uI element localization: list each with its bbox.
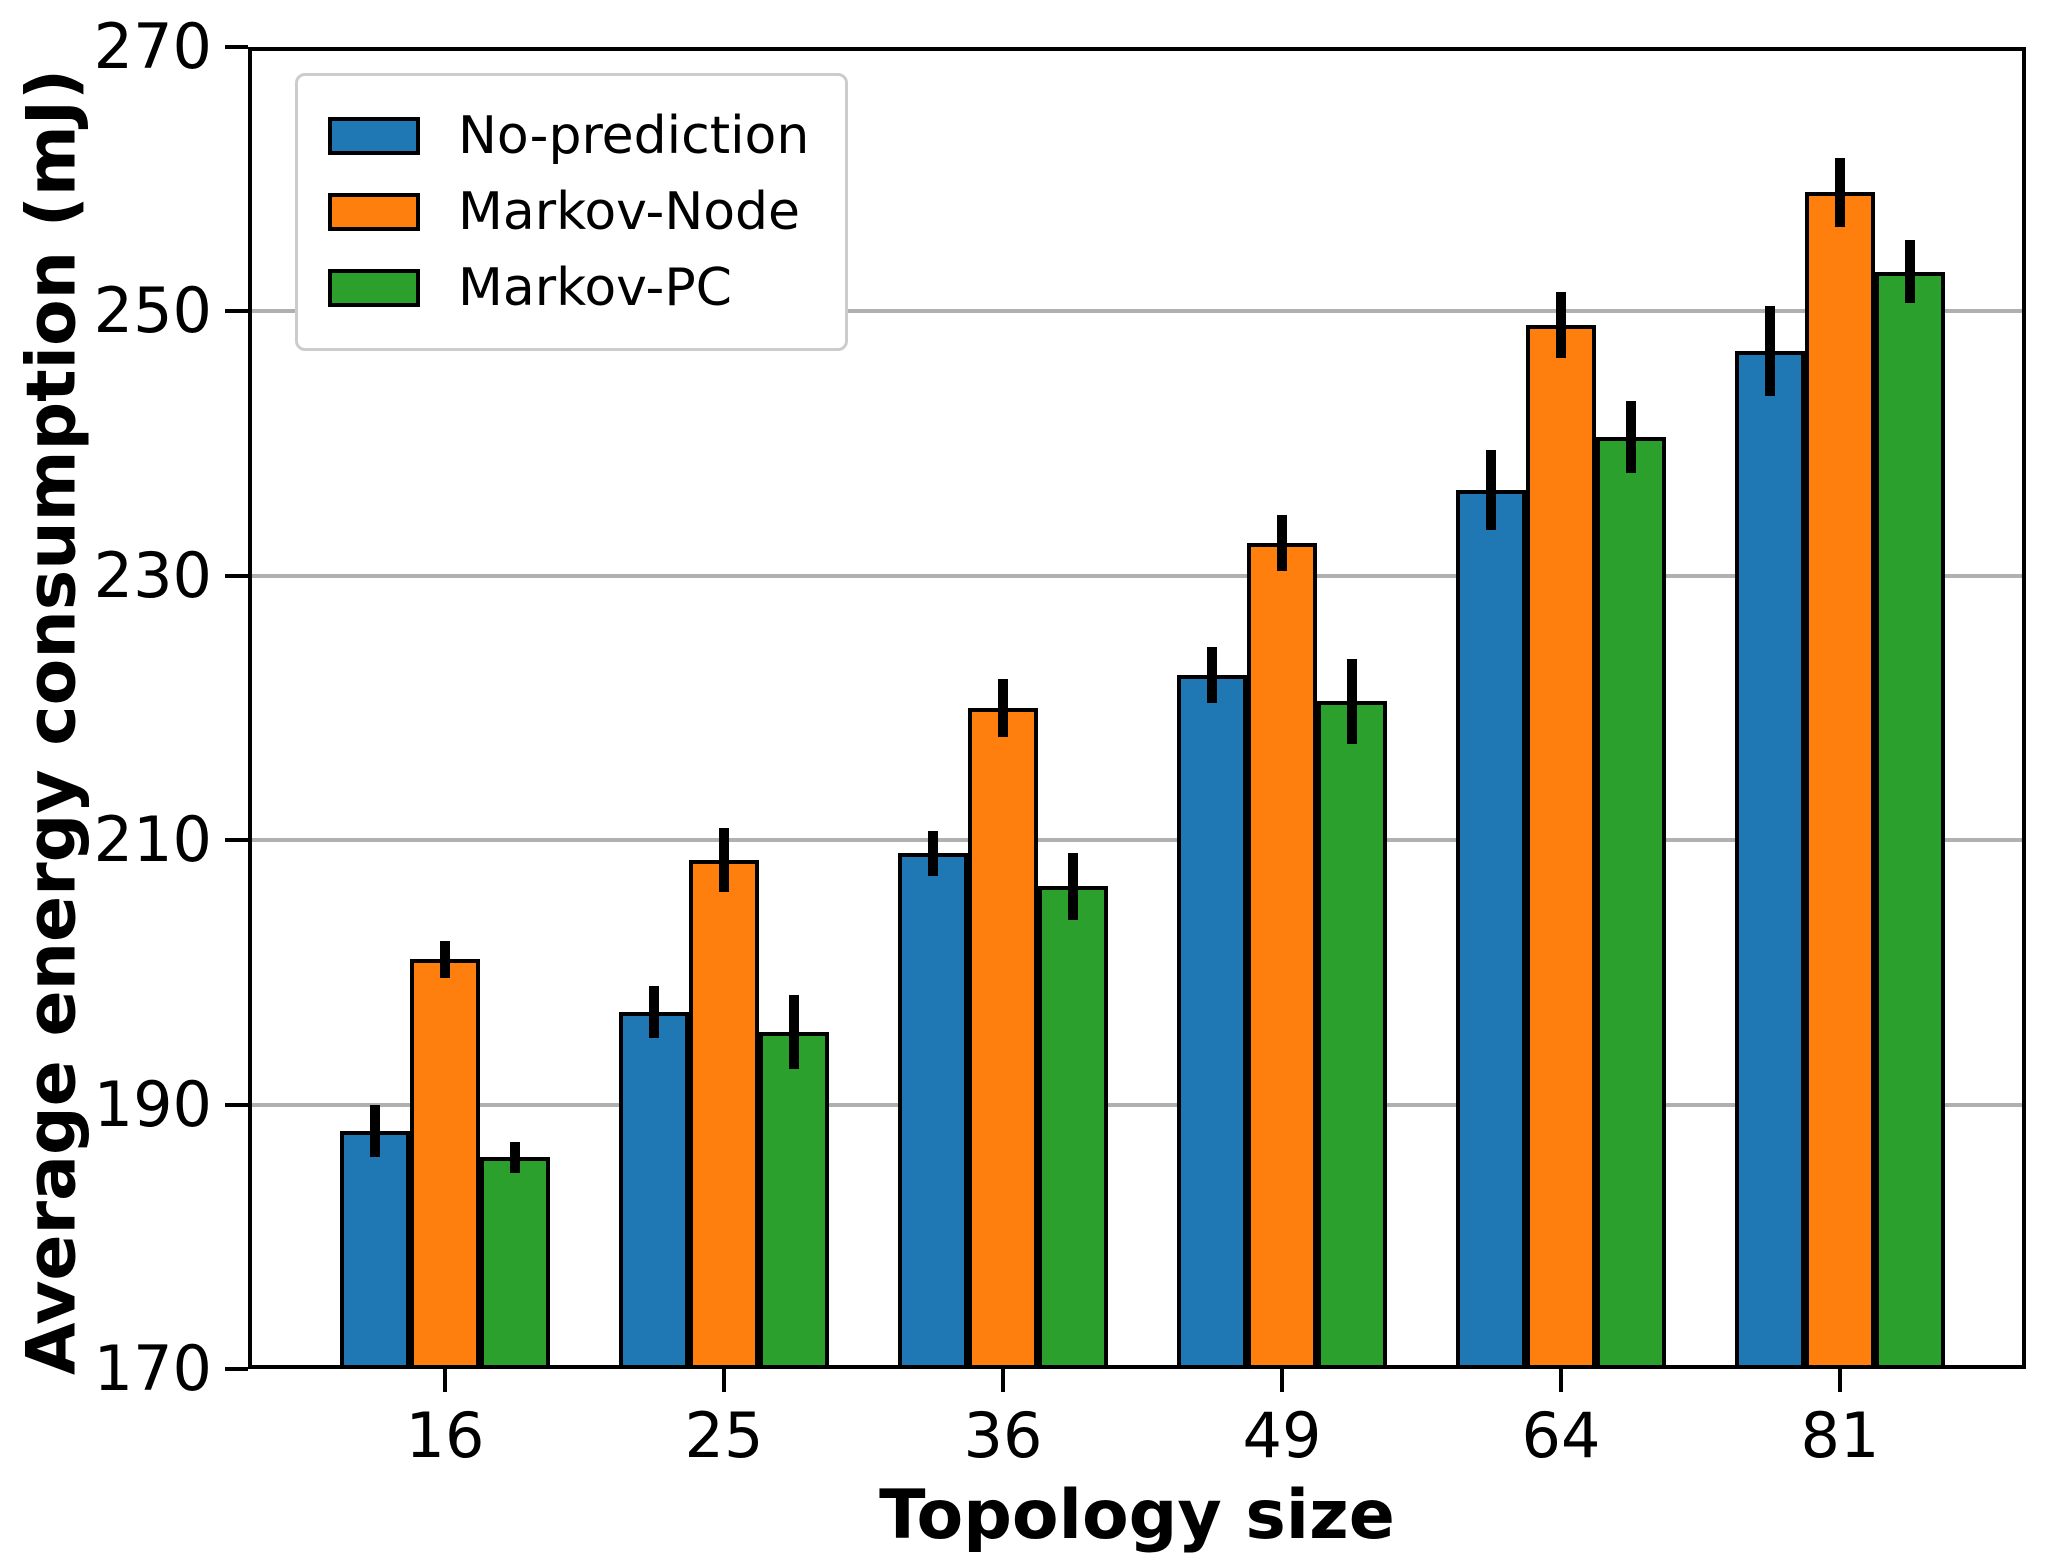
y-tick-label-250: 250 <box>93 274 212 348</box>
legend-item-markov-pc: Markov-PC <box>328 250 809 326</box>
legend-item-no-prediction: No-prediction <box>328 98 809 174</box>
legend-swatch-markov-pc <box>328 269 420 307</box>
bar-no-prediction-25 <box>619 1012 689 1369</box>
bar-markov-pc-25 <box>759 1031 829 1369</box>
x-tick-label-64: 64 <box>1521 1399 1601 1472</box>
error-bar-markov-node-25 <box>719 828 729 892</box>
bar-no-prediction-16 <box>340 1131 410 1369</box>
y-tick-190 <box>225 1102 248 1107</box>
y-tick-label-230: 230 <box>93 538 212 612</box>
bar-markov-pc-64 <box>1596 436 1666 1369</box>
legend-label-no-prediction: No-prediction <box>458 106 810 166</box>
y-axis-title: Average energy consumption (mJ) <box>12 68 92 1376</box>
x-tick-16 <box>443 1369 447 1392</box>
bar-no-prediction-36 <box>898 853 968 1369</box>
legend-item-markov-node: Markov-Node <box>328 174 809 250</box>
x-axis-title: Topology size <box>879 1476 1395 1555</box>
bar-no-prediction-64 <box>1456 489 1526 1369</box>
x-tick-label-81: 81 <box>1800 1399 1880 1472</box>
error-bar-markov-node-49 <box>1277 514 1287 571</box>
y-tick-250 <box>225 309 248 314</box>
bar-markov-node-81 <box>1805 192 1875 1369</box>
gridline-210 <box>248 838 2026 843</box>
legend-swatch-markov-node <box>328 193 420 231</box>
error-bar-no-prediction-25 <box>649 985 659 1039</box>
bar-markov-node-49 <box>1247 542 1317 1369</box>
y-tick-170 <box>225 1367 248 1371</box>
bar-markov-pc-36 <box>1038 886 1108 1369</box>
y-tick-label-170: 170 <box>93 1332 212 1405</box>
error-bar-markov-pc-36 <box>1068 853 1078 920</box>
error-bar-markov-node-16 <box>440 940 450 978</box>
error-bar-no-prediction-16 <box>370 1104 380 1158</box>
x-tick-36 <box>1001 1369 1005 1392</box>
error-bar-no-prediction-49 <box>1207 647 1217 703</box>
x-tick-81 <box>1838 1369 1842 1392</box>
bar-no-prediction-81 <box>1735 351 1805 1369</box>
gridline-250 <box>248 309 2026 314</box>
y-tick-270 <box>225 45 248 49</box>
error-bar-markov-pc-25 <box>789 994 799 1069</box>
bar-markov-node-16 <box>410 959 480 1369</box>
bar-markov-node-36 <box>968 708 1038 1369</box>
error-bar-markov-node-81 <box>1835 158 1845 227</box>
error-bar-markov-pc-16 <box>510 1141 520 1174</box>
x-tick-25 <box>722 1369 726 1392</box>
x-tick-49 <box>1280 1369 1284 1392</box>
y-tick-230 <box>225 573 248 578</box>
bar-no-prediction-49 <box>1177 674 1247 1369</box>
error-bar-markov-pc-49 <box>1347 659 1357 744</box>
error-bar-markov-pc-81 <box>1905 240 1915 304</box>
x-tick-label-36: 36 <box>963 1399 1043 1472</box>
y-tick-210 <box>225 838 248 843</box>
error-bar-markov-pc-64 <box>1626 401 1636 473</box>
error-bar-no-prediction-36 <box>928 830 938 876</box>
legend-label-markov-pc: Markov-PC <box>458 258 732 318</box>
legend: No-prediction Markov-Node Markov-PC <box>295 73 849 351</box>
x-tick-label-16: 16 <box>405 1399 485 1472</box>
x-tick-label-25: 25 <box>684 1399 764 1472</box>
x-tick-64 <box>1559 1369 1563 1392</box>
bar-markov-node-25 <box>689 860 759 1369</box>
bar-markov-pc-49 <box>1317 701 1387 1369</box>
bar-markov-pc-81 <box>1875 271 1945 1369</box>
error-bar-markov-node-64 <box>1556 291 1566 358</box>
y-tick-label-210: 210 <box>93 803 212 877</box>
error-bar-no-prediction-64 <box>1486 450 1496 530</box>
x-tick-label-49: 49 <box>1242 1399 1322 1472</box>
error-bar-no-prediction-81 <box>1765 306 1775 396</box>
plot-area: No-prediction Markov-Node Markov-PC <box>248 47 2026 1369</box>
y-tick-label-270: 270 <box>93 10 212 83</box>
legend-label-markov-node: Markov-Node <box>458 182 801 242</box>
error-bar-markov-node-36 <box>998 678 1008 738</box>
bar-markov-node-64 <box>1526 324 1596 1369</box>
bar-markov-pc-16 <box>480 1157 550 1369</box>
gridline-190 <box>248 1102 2026 1107</box>
gridline-230 <box>248 573 2026 578</box>
y-tick-label-190: 190 <box>93 1067 212 1141</box>
legend-swatch-no-prediction <box>328 117 420 155</box>
